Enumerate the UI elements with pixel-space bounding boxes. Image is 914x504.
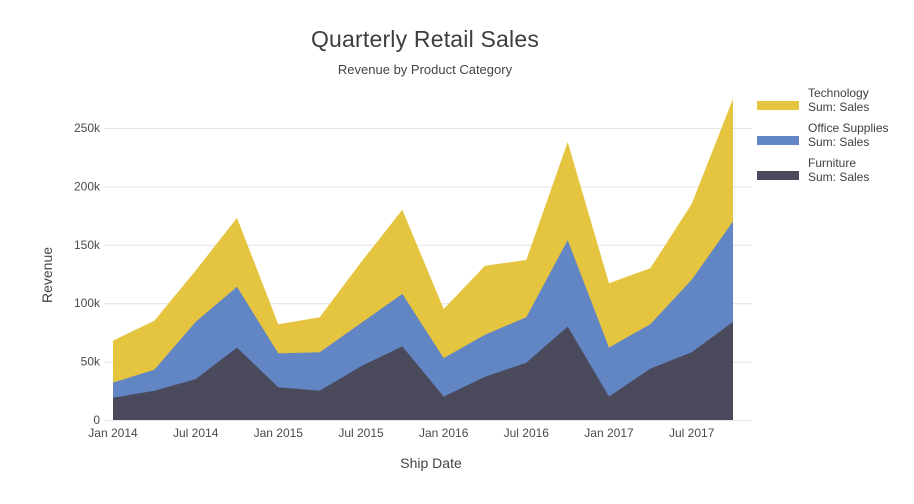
legend-label: Technology: [808, 86, 869, 100]
y-tick-label: 250k: [74, 121, 101, 135]
x-tick-label: Jan 2015: [254, 426, 304, 440]
x-tick-label: Jan 2017: [584, 426, 634, 440]
y-tick-label: 100k: [74, 296, 101, 310]
legend-sublabel: Sum: Sales: [808, 100, 870, 114]
area-series: [113, 98, 733, 421]
y-tick-label: 0: [93, 413, 100, 427]
y-tick-labels: 0 50k 100k 150k 200k 250k: [74, 121, 101, 427]
legend-label: Office Supplies: [808, 121, 889, 135]
x-tick-label: Jul 2015: [338, 426, 384, 440]
x-tick-label: Jul 2017: [669, 426, 715, 440]
legend-label: Furniture: [808, 156, 857, 170]
chart-title: Quarterly Retail Sales: [310, 26, 540, 52]
chart-subtitle: Revenue by Product Category: [337, 62, 513, 77]
legend-swatch-office-supplies: [757, 136, 799, 145]
legend-swatch-furniture: [757, 171, 799, 180]
legend-sublabel: Sum: Sales: [808, 135, 870, 149]
area-furniture: [113, 321, 733, 420]
x-axis-title: Ship Date: [400, 455, 462, 471]
legend-item-office-supplies[interactable]: Office Supplies Sum: Sales: [757, 122, 889, 149]
x-tick-label: Jan 2014: [88, 426, 138, 440]
y-tick-label: 150k: [74, 238, 101, 252]
x-tick-label: Jul 2014: [173, 426, 219, 440]
x-tick-labels: Jan 2014 Jul 2014 Jan 2015 Jul 2015 Jan 2016…: [88, 426, 714, 440]
legend-item-furniture[interactable]: Furniture Sum: Sales: [757, 157, 889, 184]
legend-swatch-technology: [757, 101, 799, 110]
y-tick-label: 50k: [81, 355, 101, 369]
legend-item-technology[interactable]: Technology Sum: Sales: [757, 87, 889, 114]
x-tick-label: Jul 2016: [504, 426, 550, 440]
y-tick-label: 200k: [74, 179, 101, 193]
legend-sublabel: Sum: Sales: [808, 170, 870, 184]
legend: Technology Sum: Sales Office Supplies Su…: [757, 87, 889, 192]
y-axis-title: Revenue: [39, 246, 55, 304]
x-tick-label: Jan 2016: [419, 426, 469, 440]
